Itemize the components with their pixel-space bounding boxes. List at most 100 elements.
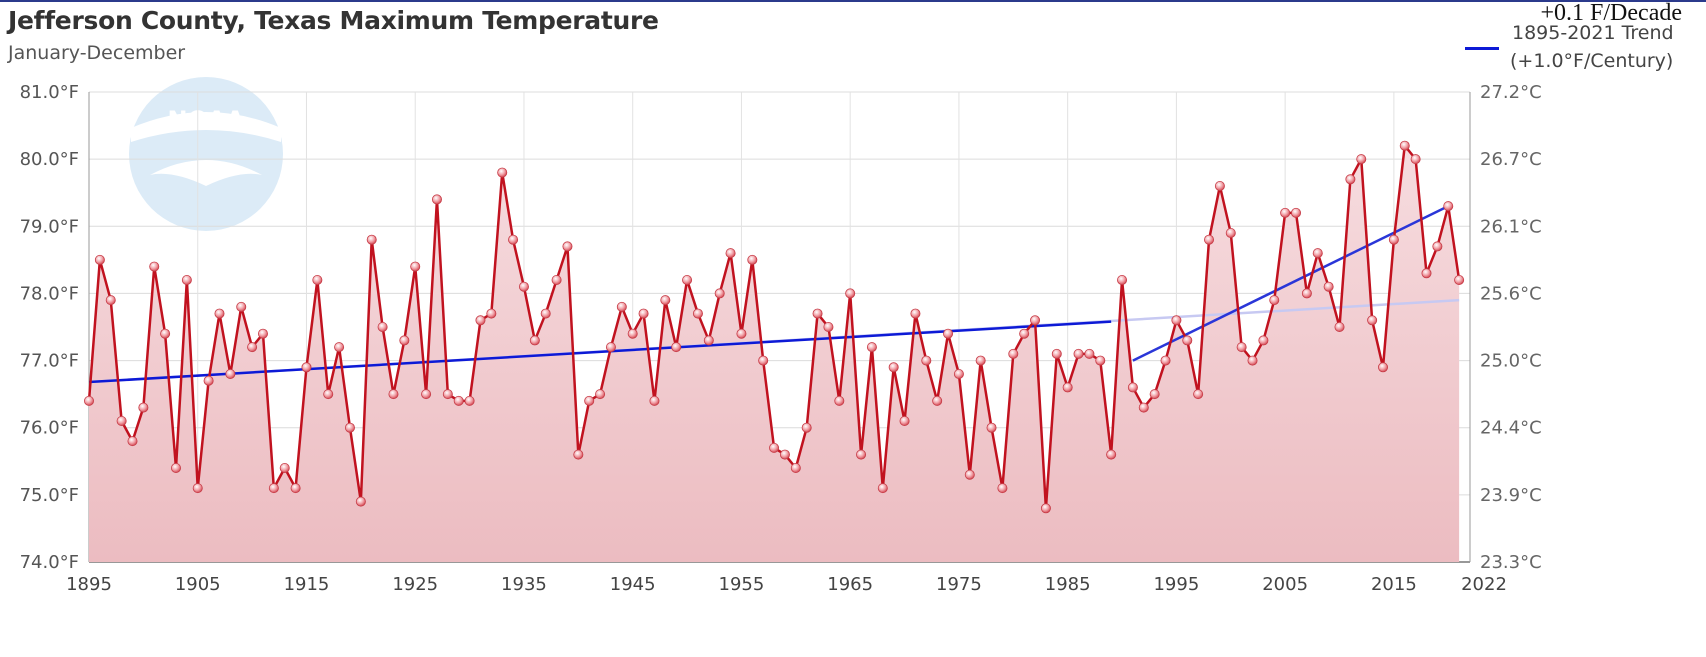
data-point	[1040, 503, 1051, 514]
data-point	[431, 194, 442, 205]
y-tick-label-right: 26.7°C	[1480, 149, 1542, 170]
data-point	[921, 355, 932, 366]
chart-title: Jefferson County, Texas Maximum Temperat…	[8, 6, 659, 35]
data-point	[170, 462, 181, 473]
data-point	[1454, 274, 1465, 285]
y-tick-label-left: 76.0°F	[20, 418, 79, 439]
x-tick-label: 1925	[392, 574, 438, 595]
top-border	[0, 0, 1706, 2]
data-point	[1084, 348, 1095, 359]
data-point	[1225, 227, 1236, 238]
data-point	[366, 234, 377, 245]
data-point	[964, 469, 975, 480]
data-point	[725, 248, 736, 259]
data-point	[562, 241, 573, 252]
data-point	[616, 301, 627, 312]
data-point	[1008, 348, 1019, 359]
area-fill	[89, 145, 1460, 562]
data-point	[236, 301, 247, 312]
data-point	[257, 328, 268, 339]
data-point	[660, 295, 671, 306]
data-point	[344, 422, 355, 433]
x-axis: 1895 1905 1915 1925 1935 1945 1955 1965 1975 1985…	[66, 574, 1507, 595]
x-tick-label: 1955	[719, 574, 765, 595]
data-point	[323, 389, 334, 400]
data-point	[1258, 335, 1269, 346]
data-point	[1236, 342, 1247, 353]
data-point	[192, 483, 203, 494]
data-point	[888, 362, 899, 373]
y-tick-label-right: 24.4°C	[1480, 418, 1542, 439]
y-tick-label-left: 74.0°F	[20, 552, 79, 573]
data-point	[779, 449, 790, 460]
data-point	[1160, 355, 1171, 366]
data-point	[1399, 140, 1410, 151]
data-point	[1095, 355, 1106, 366]
y-tick-label-left: 79.0°F	[20, 216, 79, 237]
x-tick-label: 1945	[610, 574, 656, 595]
x-tick-label: 1895	[66, 574, 112, 595]
data-point	[812, 308, 823, 319]
data-point	[1182, 335, 1193, 346]
data-point	[866, 342, 877, 353]
data-point	[127, 436, 138, 447]
y-tick-label-right: 23.9°C	[1480, 485, 1542, 506]
data-point	[268, 483, 279, 494]
data-point	[1247, 355, 1258, 366]
data-point	[769, 442, 780, 453]
y-tick-label-right: 27.2°C	[1480, 82, 1542, 103]
chart-subtitle: January-December	[8, 42, 186, 64]
y-tick-label-right: 23.3°C	[1480, 552, 1542, 573]
data-point	[312, 274, 323, 285]
data-point	[225, 368, 236, 379]
series-area	[89, 145, 1460, 562]
data-point	[1421, 268, 1432, 279]
data-point	[149, 261, 160, 272]
data-point	[638, 308, 649, 319]
data-point	[301, 362, 312, 373]
data-point	[486, 308, 497, 319]
data-point	[1291, 207, 1302, 218]
data-point	[1214, 180, 1225, 191]
data-point	[1280, 207, 1291, 218]
data-point	[801, 422, 812, 433]
data-point	[584, 395, 595, 406]
data-point	[160, 328, 171, 339]
y-tick-label-right: 26.1°C	[1480, 216, 1542, 237]
data-point	[1019, 328, 1030, 339]
data-point	[453, 395, 464, 406]
trend-lines	[88, 205, 1460, 384]
data-point	[279, 462, 290, 473]
data-point	[1171, 315, 1182, 326]
y-tick-label-right: 25.0°C	[1480, 351, 1542, 372]
data-point	[399, 335, 410, 346]
legend-trend-rate: (+1.0°F/Century)	[1510, 50, 1674, 72]
x-tick-label: 2015	[1371, 574, 1417, 595]
data-point	[736, 328, 747, 339]
data-point	[1204, 234, 1215, 245]
data-point	[1117, 274, 1128, 285]
x-tick-label: 1905	[175, 574, 221, 595]
data-point	[1301, 288, 1312, 299]
data-point	[714, 288, 725, 299]
data-point	[1269, 295, 1280, 306]
legend-trend-label[interactable]: 1895-2021 Trend	[1512, 22, 1674, 44]
data-point	[247, 342, 258, 353]
data-point	[1367, 315, 1378, 326]
data-point	[649, 395, 660, 406]
y-tick-label-left: 78.0°F	[20, 283, 79, 304]
data-point	[1432, 241, 1443, 252]
data-point	[529, 335, 540, 346]
data-point	[1345, 174, 1356, 185]
data-point	[1149, 389, 1160, 400]
data-point	[1323, 281, 1334, 292]
data-point	[181, 274, 192, 285]
y-axis-left: 74.0°F 75.0°F 76.0°F 77.0°F 78.0°F 79.0°F 80.0…	[20, 82, 79, 573]
y-tick-label-right: 25.6°C	[1480, 283, 1542, 304]
decade-annotation: +0.1 F/Decade	[1540, 0, 1683, 26]
data-point	[975, 355, 986, 366]
data-point	[1062, 382, 1073, 393]
legend-trend-swatch[interactable]	[1465, 47, 1499, 50]
data-point	[1443, 201, 1454, 212]
